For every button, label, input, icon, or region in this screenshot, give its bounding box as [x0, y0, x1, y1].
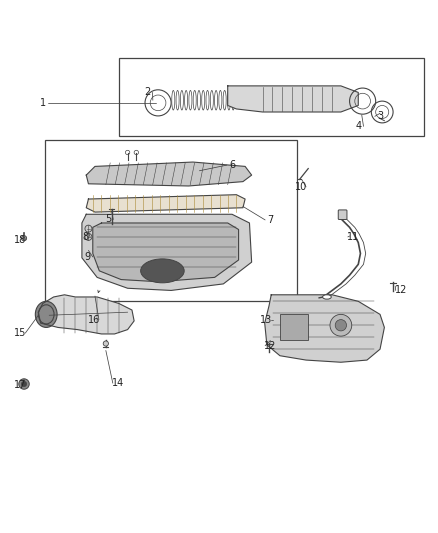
Ellipse shape — [215, 91, 218, 110]
Text: 11: 11 — [347, 232, 359, 242]
Circle shape — [19, 379, 29, 389]
Circle shape — [330, 314, 352, 336]
Polygon shape — [39, 295, 134, 334]
Polygon shape — [93, 223, 239, 282]
Ellipse shape — [206, 91, 209, 110]
Text: 3: 3 — [377, 111, 383, 122]
Bar — [119, 58, 424, 136]
Text: 12: 12 — [395, 286, 407, 295]
Bar — [45, 140, 297, 301]
Polygon shape — [82, 214, 252, 290]
Polygon shape — [228, 86, 358, 112]
Bar — [280, 314, 308, 341]
Circle shape — [85, 225, 92, 232]
Polygon shape — [86, 195, 245, 212]
Ellipse shape — [180, 91, 184, 110]
Text: 1: 1 — [40, 98, 46, 108]
Text: 9: 9 — [85, 252, 91, 262]
FancyBboxPatch shape — [338, 210, 347, 220]
Ellipse shape — [193, 91, 196, 110]
Text: 13: 13 — [260, 314, 272, 325]
Text: 5: 5 — [105, 214, 111, 224]
Text: 6: 6 — [229, 160, 235, 170]
Ellipse shape — [322, 295, 331, 299]
Text: 18: 18 — [14, 235, 26, 245]
Circle shape — [21, 382, 27, 386]
Ellipse shape — [227, 91, 230, 110]
Circle shape — [335, 320, 346, 331]
Text: 15: 15 — [14, 328, 26, 338]
Ellipse shape — [189, 91, 192, 110]
Circle shape — [85, 233, 92, 240]
Ellipse shape — [176, 91, 179, 110]
Ellipse shape — [198, 91, 201, 110]
Circle shape — [103, 341, 109, 346]
Ellipse shape — [141, 259, 184, 283]
Ellipse shape — [223, 91, 226, 110]
Ellipse shape — [202, 91, 205, 110]
Circle shape — [21, 236, 27, 241]
Ellipse shape — [232, 91, 235, 110]
Polygon shape — [265, 295, 385, 362]
Ellipse shape — [35, 301, 57, 327]
Text: 14: 14 — [112, 378, 124, 388]
Text: 12: 12 — [264, 341, 276, 351]
Text: 17: 17 — [14, 380, 26, 390]
Text: 8: 8 — [82, 232, 88, 243]
Ellipse shape — [184, 91, 187, 110]
Text: 10: 10 — [295, 182, 307, 192]
Ellipse shape — [219, 91, 222, 110]
Text: 2: 2 — [144, 87, 150, 98]
Text: 7: 7 — [267, 215, 273, 225]
Text: 4: 4 — [355, 122, 361, 131]
Ellipse shape — [210, 91, 213, 110]
Text: 16: 16 — [88, 314, 100, 325]
Ellipse shape — [172, 91, 175, 110]
Polygon shape — [86, 162, 252, 186]
